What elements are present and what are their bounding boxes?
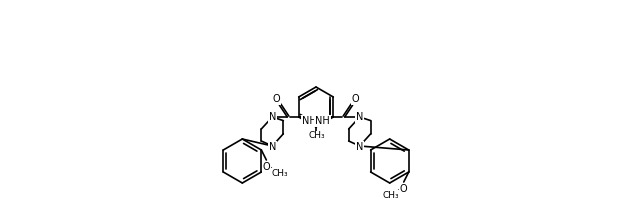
Text: N: N [269, 112, 276, 122]
Text: O: O [400, 184, 408, 194]
Text: CH₃: CH₃ [308, 131, 325, 141]
Text: N: N [356, 112, 363, 122]
Text: O: O [262, 162, 270, 172]
Text: NH: NH [315, 116, 330, 126]
Text: CH₃: CH₃ [382, 190, 399, 199]
Text: O: O [352, 94, 360, 104]
Text: O: O [272, 94, 280, 104]
Text: N: N [356, 142, 363, 152]
Text: NH: NH [302, 116, 317, 126]
Text: N: N [269, 142, 276, 152]
Text: CH₃: CH₃ [271, 168, 288, 177]
